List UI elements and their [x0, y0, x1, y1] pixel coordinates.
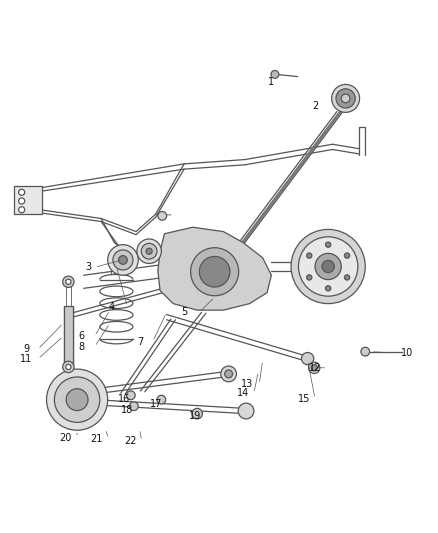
- Circle shape: [344, 275, 350, 280]
- Polygon shape: [158, 227, 272, 310]
- Circle shape: [307, 275, 312, 280]
- Text: 22: 22: [124, 436, 137, 446]
- Text: 6: 6: [78, 332, 85, 341]
- Circle shape: [46, 369, 108, 430]
- Circle shape: [191, 248, 239, 296]
- Circle shape: [66, 279, 71, 285]
- Text: 3: 3: [85, 262, 91, 272]
- Circle shape: [307, 253, 312, 258]
- Text: 12: 12: [309, 363, 321, 373]
- Text: 5: 5: [181, 308, 187, 317]
- Text: 10: 10: [401, 348, 413, 358]
- Circle shape: [271, 70, 279, 78]
- Circle shape: [54, 377, 100, 422]
- Circle shape: [325, 286, 331, 291]
- Circle shape: [113, 250, 133, 270]
- Text: 2: 2: [312, 101, 318, 111]
- Circle shape: [322, 261, 334, 272]
- Circle shape: [18, 198, 25, 204]
- Circle shape: [108, 245, 138, 275]
- Circle shape: [141, 244, 157, 259]
- Text: 11: 11: [20, 354, 32, 364]
- Circle shape: [63, 361, 74, 373]
- Circle shape: [344, 253, 350, 258]
- Text: 15: 15: [298, 394, 311, 404]
- Circle shape: [146, 248, 152, 254]
- Text: 14: 14: [237, 388, 249, 398]
- Circle shape: [315, 253, 341, 280]
- Text: 4: 4: [109, 302, 115, 312]
- Circle shape: [332, 84, 360, 112]
- Circle shape: [221, 366, 237, 382]
- Circle shape: [130, 402, 138, 410]
- Circle shape: [192, 408, 202, 419]
- Circle shape: [361, 348, 370, 356]
- Polygon shape: [64, 306, 73, 365]
- Circle shape: [311, 365, 317, 371]
- Text: 13: 13: [241, 379, 254, 390]
- Circle shape: [308, 362, 320, 374]
- Text: 1: 1: [268, 77, 275, 87]
- Circle shape: [291, 229, 365, 304]
- Text: 9: 9: [23, 344, 29, 354]
- Circle shape: [301, 352, 314, 365]
- Circle shape: [336, 89, 355, 108]
- Circle shape: [66, 364, 71, 369]
- Circle shape: [325, 242, 331, 247]
- Circle shape: [137, 239, 161, 263]
- Text: 18: 18: [121, 405, 134, 415]
- Circle shape: [127, 391, 135, 400]
- Text: 8: 8: [78, 342, 85, 352]
- Circle shape: [225, 370, 233, 378]
- Circle shape: [66, 389, 88, 410]
- Circle shape: [238, 403, 254, 419]
- Circle shape: [157, 395, 166, 404]
- Polygon shape: [14, 185, 42, 214]
- Circle shape: [18, 189, 25, 195]
- Text: 19: 19: [189, 411, 201, 421]
- Text: 21: 21: [91, 434, 103, 444]
- Text: 17: 17: [150, 399, 163, 409]
- Circle shape: [119, 256, 127, 264]
- Circle shape: [199, 256, 230, 287]
- Circle shape: [341, 94, 350, 103]
- Text: 20: 20: [59, 433, 71, 442]
- Circle shape: [18, 207, 25, 213]
- Circle shape: [298, 237, 358, 296]
- Circle shape: [63, 276, 74, 287]
- Text: 16: 16: [118, 394, 130, 404]
- Text: 7: 7: [137, 337, 144, 346]
- Circle shape: [158, 212, 166, 220]
